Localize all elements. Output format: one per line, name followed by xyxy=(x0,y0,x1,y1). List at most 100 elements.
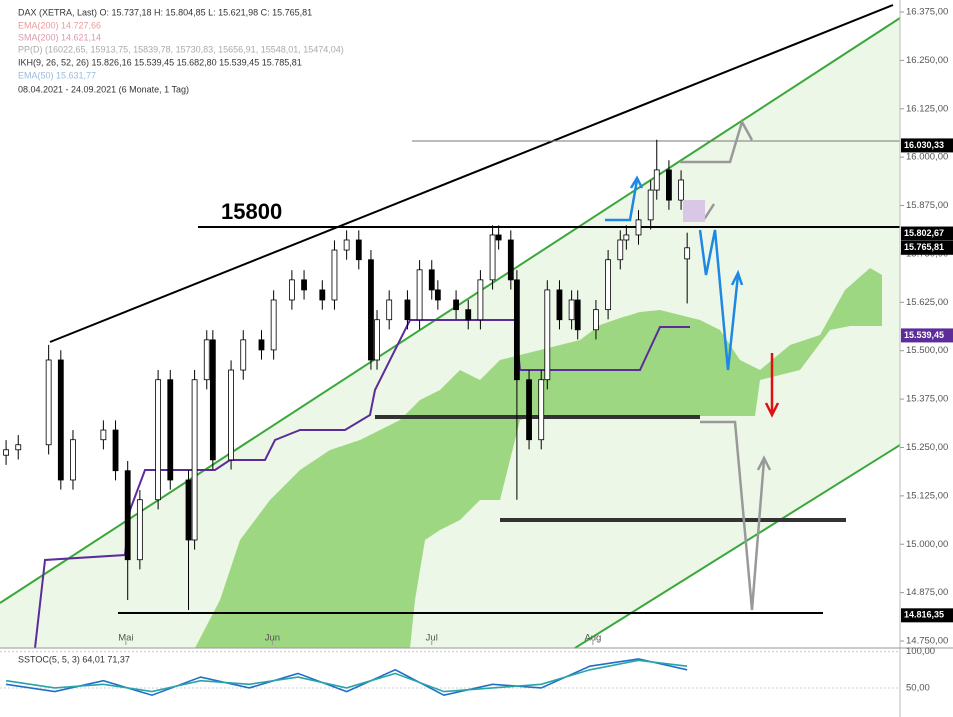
y-tick-label: 15.125,00 xyxy=(906,490,948,501)
y-tick-label: 15.500,00 xyxy=(906,345,948,356)
channel-lower xyxy=(574,444,901,649)
y-tick-label: 100,00 xyxy=(906,646,935,657)
price-label-box xyxy=(901,608,953,623)
candle-body xyxy=(3,449,9,456)
candle-body xyxy=(355,239,362,261)
candle-body xyxy=(368,259,374,361)
y-tick-label: 16.250,00 xyxy=(906,55,948,66)
price-label-box xyxy=(901,138,953,153)
trend-line xyxy=(49,4,894,343)
x-tick-label: Jun xyxy=(265,633,280,644)
candle-body xyxy=(209,339,216,461)
candle-body xyxy=(404,299,411,321)
legend-ema200: EMA(200) 14.727,66 xyxy=(18,20,101,30)
ichimoku-cloud xyxy=(195,268,882,648)
candle-body xyxy=(258,339,265,351)
y-tick-label: 15.375,00 xyxy=(906,394,948,405)
candle-body xyxy=(191,379,198,541)
x-tick-label: Mai xyxy=(118,633,133,644)
candle-body xyxy=(319,289,326,301)
candle-body xyxy=(374,319,380,361)
candle-body xyxy=(593,309,599,331)
candle-body xyxy=(167,379,174,481)
y-tick-label: 15.000,00 xyxy=(906,539,948,550)
legend-range: 08.04.2021 - 24.09.2021 (6 Monate, 1 Tag… xyxy=(18,84,189,94)
candle-body xyxy=(453,299,459,311)
candle-body xyxy=(100,429,107,441)
candle-body xyxy=(434,289,441,301)
y-tick-label: 16.125,00 xyxy=(906,103,948,114)
candle-body xyxy=(489,234,496,281)
legend-ema50: EMA(50) 15.631,77 xyxy=(18,70,96,80)
price-label: 15.765,81 xyxy=(904,242,944,252)
price-label-box xyxy=(901,226,953,241)
candle-body xyxy=(203,339,210,381)
legend-main: DAX (XETRA, Last) O: 15.737,18 H: 15.804… xyxy=(18,7,312,17)
candle-body xyxy=(477,279,484,321)
legend: DAX (XETRA, Last) O: 15.737,18 H: 15.804… xyxy=(18,7,344,664)
stoch-line xyxy=(5,659,688,693)
candle-body xyxy=(556,289,563,321)
candle-body xyxy=(416,269,423,321)
legend-ikh: IKH(9, 26, 52, 26) 15.826,16 15.539,45 1… xyxy=(18,57,302,67)
y-tick-label: 15.625,00 xyxy=(906,297,948,308)
candle-body xyxy=(507,239,514,281)
candle-body xyxy=(136,499,143,561)
price-label: 15.802,67 xyxy=(904,228,944,238)
candle-body xyxy=(70,439,76,481)
candle-body xyxy=(386,299,393,321)
candle-body xyxy=(124,470,131,561)
candle-body xyxy=(228,369,234,461)
candle-body xyxy=(647,189,654,221)
candle-body xyxy=(678,179,684,201)
channel-upper xyxy=(0,17,901,604)
price-label: 14.816,35 xyxy=(904,610,944,620)
candle-body xyxy=(57,359,64,481)
y-tick-label: 15.250,00 xyxy=(906,442,948,453)
annotation-arrows xyxy=(605,118,780,611)
stoch-title: SSTOC(5, 5, 3) 64,01 71,37 xyxy=(18,654,130,664)
x-tick-label: Jul xyxy=(426,633,438,644)
price-label-box xyxy=(901,240,953,255)
candle-body xyxy=(185,479,192,541)
candle-body xyxy=(288,279,295,301)
candle-body xyxy=(574,299,581,331)
candle-body xyxy=(331,249,338,301)
candle-body xyxy=(538,379,545,441)
price-label: 16.030,33 xyxy=(904,140,944,150)
y-tick-label: 50,00 xyxy=(906,682,930,693)
candle-body xyxy=(635,219,642,236)
candle-body xyxy=(495,234,502,241)
stoch-line xyxy=(5,658,688,697)
candle-body xyxy=(684,247,691,260)
candle-body xyxy=(666,169,672,201)
candle-body xyxy=(343,239,350,251)
candle-body xyxy=(623,234,630,241)
candle-body xyxy=(568,299,575,321)
annotation: 15800 xyxy=(221,199,282,224)
candle-body xyxy=(617,239,624,261)
candle-body xyxy=(155,379,162,501)
x-tick-label: Aug xyxy=(584,633,601,644)
price-label-box xyxy=(901,328,953,343)
candle-body xyxy=(112,429,119,472)
candle-body xyxy=(45,359,52,446)
candle-body xyxy=(653,169,660,191)
y-tick-label: 16.375,00 xyxy=(906,7,948,18)
candles xyxy=(3,139,691,611)
y-tick-label: 14.750,00 xyxy=(906,636,948,647)
candle-body xyxy=(270,299,277,351)
y-tick-label: 16.000,00 xyxy=(906,152,948,163)
candle-body xyxy=(544,289,551,381)
candle-body xyxy=(513,279,520,381)
candle-body xyxy=(301,279,307,291)
y-tick-label: 15.875,00 xyxy=(906,200,948,211)
y-tick-label: 14.875,00 xyxy=(906,587,948,598)
legend-sma200: SMA(200) 14.621,14 xyxy=(18,32,101,42)
candle-body xyxy=(605,259,612,311)
candle-body xyxy=(465,309,472,321)
price-label: 15.539,45 xyxy=(904,330,944,340)
candle-body xyxy=(526,379,532,441)
candle-body xyxy=(428,269,435,291)
